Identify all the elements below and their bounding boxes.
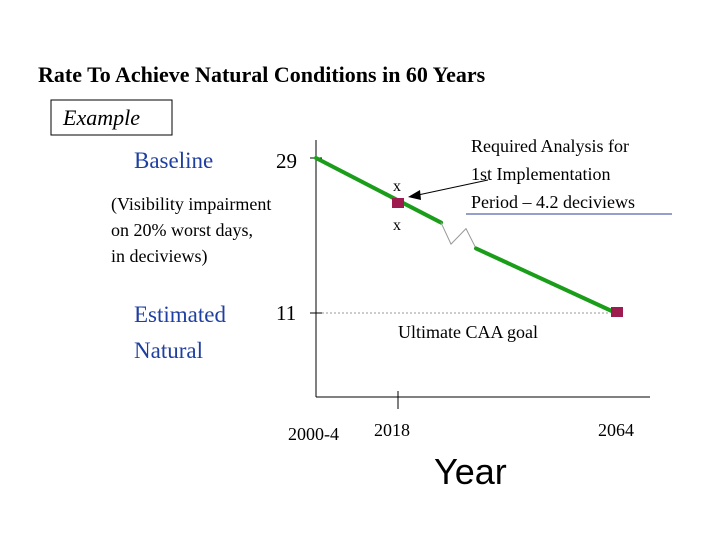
marker-2018 <box>392 198 404 208</box>
natural-value: 11 <box>276 301 296 325</box>
annotation-line-1: Required Analysis for <box>471 136 629 156</box>
example-label: Example <box>62 105 140 130</box>
ylabel-line-1: (Visibility impairment <box>111 194 271 215</box>
goal-label: Ultimate CAA goal <box>398 322 538 342</box>
series-break-segment <box>465 228 477 249</box>
annotation-arrowhead <box>408 190 421 200</box>
natural-label-line-2: Natural <box>134 338 203 363</box>
x-tick-label-2018: 2018 <box>374 420 410 440</box>
series-break-segment <box>450 228 467 245</box>
series-break-segment <box>440 222 452 245</box>
baseline-label: Baseline <box>134 148 213 173</box>
example-box <box>50 99 173 136</box>
x-tick-label-start: 2000-4 <box>288 424 339 444</box>
baseline-value: 29 <box>276 149 297 173</box>
marker-x-lower: x <box>393 217 401 234</box>
x-axis-title: Year <box>434 451 507 492</box>
marker-2064 <box>611 307 623 317</box>
annotation-line-3: Period – 4.2 deciviews <box>471 192 635 212</box>
natural-label-line-1: Estimated <box>134 302 226 327</box>
series-line-segment <box>474 246 618 315</box>
chart-title: Rate To Achieve Natural Conditions in 60… <box>38 62 486 87</box>
series-line-segment <box>314 156 388 197</box>
annotation-arrow <box>417 179 489 196</box>
ylabel-line-3: in deciviews) <box>111 246 207 267</box>
annotation-line-2: 1st Implementation <box>471 164 610 184</box>
marker-x-upper: x <box>393 178 401 195</box>
x-tick-label-2064: 2064 <box>598 420 634 440</box>
ylabel-line-2: on 20% worst days, <box>111 220 253 240</box>
